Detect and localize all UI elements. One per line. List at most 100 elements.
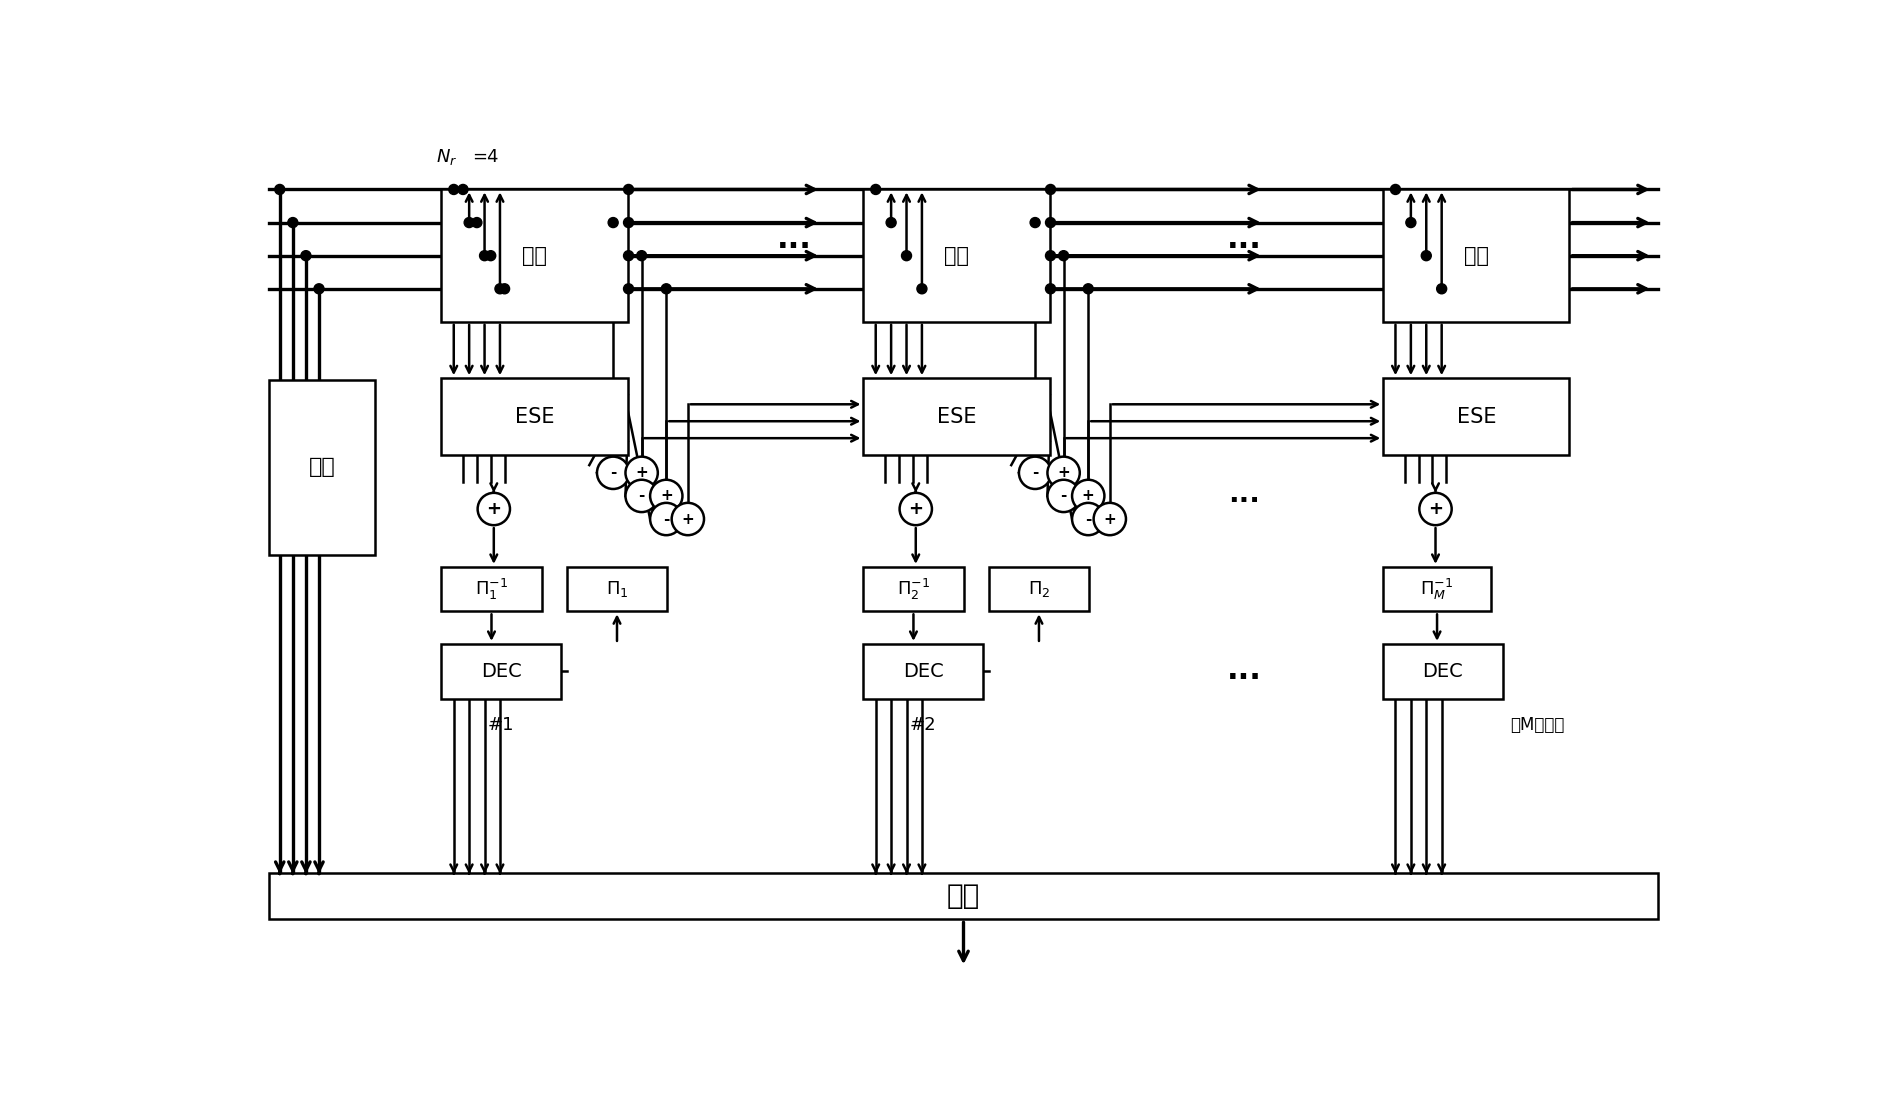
Text: ...: ... — [1228, 225, 1261, 254]
Bar — [1384, 378, 1570, 455]
Circle shape — [1019, 457, 1051, 489]
Bar — [568, 566, 667, 612]
Text: 第M层数据: 第M层数据 — [1510, 716, 1564, 734]
Circle shape — [607, 217, 619, 227]
Bar — [442, 644, 560, 699]
Circle shape — [1436, 284, 1448, 294]
Circle shape — [1030, 217, 1040, 227]
Text: ...: ... — [1228, 656, 1261, 686]
Bar — [442, 190, 628, 322]
Text: ...: ... — [776, 225, 812, 254]
Text: +: + — [1081, 488, 1094, 503]
Circle shape — [479, 251, 489, 261]
Circle shape — [301, 251, 310, 261]
Text: #2: #2 — [910, 716, 936, 734]
Circle shape — [870, 184, 880, 194]
Text: 延时: 延时 — [1465, 246, 1489, 266]
Circle shape — [449, 184, 459, 194]
Text: +: + — [1104, 511, 1117, 527]
Circle shape — [626, 457, 658, 489]
Text: -: - — [609, 465, 617, 480]
Text: DEC: DEC — [481, 662, 521, 681]
Circle shape — [917, 284, 927, 294]
Circle shape — [624, 184, 634, 194]
Circle shape — [901, 492, 932, 526]
Bar — [1384, 190, 1570, 322]
Text: +: + — [660, 488, 673, 503]
Bar — [1384, 644, 1502, 699]
Text: -: - — [1060, 488, 1066, 503]
Bar — [863, 566, 963, 612]
Circle shape — [624, 217, 634, 227]
Circle shape — [500, 284, 509, 294]
Bar — [442, 566, 541, 612]
Circle shape — [671, 502, 703, 535]
Circle shape — [885, 217, 897, 227]
Text: +: + — [487, 500, 502, 518]
Circle shape — [650, 502, 682, 535]
Circle shape — [1391, 184, 1401, 194]
Text: DEC: DEC — [1423, 662, 1463, 681]
Bar — [863, 644, 983, 699]
Text: 延时: 延时 — [308, 457, 335, 477]
Circle shape — [626, 480, 658, 512]
Text: -: - — [1032, 465, 1038, 480]
Bar — [442, 378, 628, 455]
Circle shape — [902, 251, 912, 261]
Text: $\Pi_M^{-1}$: $\Pi_M^{-1}$ — [1421, 576, 1453, 602]
Bar — [269, 380, 376, 555]
Text: 延时: 延时 — [523, 246, 547, 266]
Circle shape — [1047, 480, 1079, 512]
Text: #1: #1 — [489, 716, 515, 734]
Text: $\Pi_2$: $\Pi_2$ — [1028, 580, 1051, 599]
Text: ESE: ESE — [936, 406, 976, 426]
Circle shape — [1072, 480, 1104, 512]
Circle shape — [314, 284, 323, 294]
Text: ESE: ESE — [1457, 406, 1496, 426]
Circle shape — [485, 251, 496, 261]
Text: +: + — [1057, 465, 1070, 480]
Circle shape — [1419, 492, 1451, 526]
Text: +: + — [1429, 500, 1444, 518]
Circle shape — [1421, 251, 1431, 261]
Circle shape — [1045, 217, 1055, 227]
Text: =4: =4 — [472, 148, 498, 166]
Text: ESE: ESE — [515, 406, 555, 426]
Circle shape — [274, 184, 284, 194]
Circle shape — [1094, 502, 1126, 535]
Circle shape — [459, 184, 468, 194]
Text: $\Pi_1$: $\Pi_1$ — [605, 580, 628, 599]
Text: 迭代: 迭代 — [948, 882, 979, 911]
Circle shape — [1047, 457, 1079, 489]
Circle shape — [494, 284, 506, 294]
Text: DEC: DEC — [902, 662, 944, 681]
Bar — [269, 873, 1658, 920]
Circle shape — [1045, 184, 1055, 194]
Circle shape — [624, 251, 634, 261]
Circle shape — [472, 217, 481, 227]
Text: $\Pi_1^{-1}$: $\Pi_1^{-1}$ — [476, 576, 508, 602]
Text: +: + — [635, 465, 649, 480]
Circle shape — [478, 492, 509, 526]
Text: $N_r$: $N_r$ — [436, 147, 457, 167]
Circle shape — [662, 284, 671, 294]
Bar — [1384, 566, 1491, 612]
Circle shape — [1058, 251, 1068, 261]
Text: -: - — [664, 511, 669, 527]
Circle shape — [464, 217, 474, 227]
Circle shape — [637, 251, 647, 261]
Text: 延时: 延时 — [944, 246, 968, 266]
Circle shape — [650, 480, 682, 512]
Circle shape — [598, 457, 630, 489]
Circle shape — [1083, 284, 1094, 294]
Text: -: - — [1085, 511, 1092, 527]
Bar — [863, 378, 1049, 455]
Circle shape — [624, 284, 634, 294]
Circle shape — [1045, 251, 1055, 261]
Text: +: + — [681, 511, 694, 527]
Circle shape — [1045, 284, 1055, 294]
Text: +: + — [908, 500, 923, 518]
Circle shape — [1406, 217, 1416, 227]
Circle shape — [1072, 502, 1104, 535]
Text: $\Pi_2^{-1}$: $\Pi_2^{-1}$ — [897, 576, 931, 602]
